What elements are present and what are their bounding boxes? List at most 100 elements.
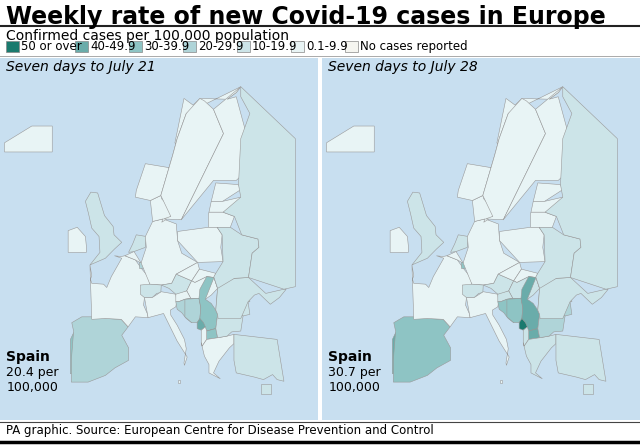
Text: No cases reported: No cases reported — [360, 40, 468, 53]
Polygon shape — [536, 227, 581, 289]
Bar — [322, 58, 640, 420]
Polygon shape — [556, 334, 606, 381]
Polygon shape — [85, 192, 122, 265]
Polygon shape — [178, 227, 223, 263]
Polygon shape — [4, 126, 52, 152]
Text: 50 or over: 50 or over — [21, 40, 82, 53]
Polygon shape — [70, 333, 85, 374]
Bar — [0, 58, 318, 420]
Polygon shape — [483, 274, 514, 294]
Polygon shape — [529, 328, 538, 333]
Polygon shape — [529, 328, 540, 340]
Polygon shape — [545, 87, 618, 289]
Polygon shape — [583, 384, 593, 394]
Polygon shape — [536, 277, 608, 319]
Polygon shape — [461, 263, 465, 268]
Polygon shape — [129, 235, 147, 252]
Polygon shape — [209, 212, 234, 227]
Polygon shape — [533, 183, 563, 201]
Polygon shape — [214, 277, 286, 319]
Polygon shape — [500, 227, 545, 263]
Polygon shape — [136, 87, 241, 201]
Bar — [237, 41, 250, 52]
Text: Seven days to July 21: Seven days to July 21 — [6, 60, 156, 74]
Polygon shape — [207, 328, 218, 340]
Polygon shape — [538, 313, 565, 338]
Polygon shape — [531, 197, 563, 212]
Bar — [6, 41, 19, 52]
Text: Seven days to July 28: Seven days to July 28 — [328, 60, 477, 74]
Polygon shape — [223, 87, 295, 289]
Polygon shape — [176, 291, 191, 302]
Text: 20.4 per
100,000: 20.4 per 100,000 — [6, 366, 59, 394]
Polygon shape — [499, 263, 522, 281]
Polygon shape — [141, 219, 198, 285]
Polygon shape — [500, 380, 502, 383]
Polygon shape — [211, 183, 241, 201]
Polygon shape — [394, 317, 451, 382]
Polygon shape — [176, 263, 200, 281]
Bar — [345, 41, 358, 52]
Text: 10-19.9: 10-19.9 — [252, 40, 298, 53]
Polygon shape — [187, 277, 218, 299]
Text: 30-39.9: 30-39.9 — [144, 40, 189, 53]
Polygon shape — [524, 334, 556, 379]
Polygon shape — [531, 212, 556, 227]
Polygon shape — [514, 269, 538, 283]
Polygon shape — [145, 292, 187, 366]
Polygon shape — [498, 291, 513, 302]
Polygon shape — [214, 227, 259, 289]
Polygon shape — [192, 269, 216, 283]
Polygon shape — [408, 192, 444, 265]
Polygon shape — [150, 195, 181, 222]
Polygon shape — [161, 99, 223, 220]
Polygon shape — [90, 256, 150, 327]
Polygon shape — [234, 277, 250, 302]
Polygon shape — [472, 195, 503, 222]
Text: Spain: Spain — [6, 350, 50, 364]
Polygon shape — [161, 274, 192, 294]
Polygon shape — [447, 252, 463, 263]
Polygon shape — [412, 256, 472, 327]
Text: PA graphic. Source: European Centre for Disease Prevention and Control: PA graphic. Source: European Centre for … — [6, 424, 434, 437]
Polygon shape — [201, 327, 207, 346]
Polygon shape — [503, 87, 572, 220]
Polygon shape — [463, 219, 520, 285]
Polygon shape — [498, 298, 523, 323]
Polygon shape — [181, 87, 250, 220]
Bar — [183, 41, 196, 52]
Text: 0.1-9.9: 0.1-9.9 — [306, 40, 348, 53]
Polygon shape — [140, 284, 161, 297]
Text: 20-29.9: 20-29.9 — [198, 40, 243, 53]
Polygon shape — [483, 99, 545, 220]
Polygon shape — [556, 277, 572, 302]
Polygon shape — [140, 263, 143, 268]
Polygon shape — [125, 252, 141, 263]
Polygon shape — [199, 277, 218, 331]
Text: 40-49.9: 40-49.9 — [90, 40, 136, 53]
Polygon shape — [216, 278, 250, 317]
Text: 30.7 per
100,000: 30.7 per 100,000 — [328, 366, 381, 394]
Polygon shape — [458, 87, 563, 201]
Polygon shape — [390, 227, 408, 252]
Polygon shape — [538, 278, 572, 317]
Bar — [75, 41, 88, 52]
Polygon shape — [209, 197, 241, 212]
Polygon shape — [521, 277, 540, 331]
Polygon shape — [216, 313, 243, 338]
Polygon shape — [261, 384, 271, 394]
Polygon shape — [451, 235, 468, 252]
Polygon shape — [176, 298, 201, 323]
Polygon shape — [519, 319, 527, 330]
Polygon shape — [326, 126, 374, 152]
Polygon shape — [392, 333, 408, 374]
Polygon shape — [507, 298, 523, 323]
Text: Spain: Spain — [328, 350, 372, 364]
Polygon shape — [207, 328, 216, 333]
Polygon shape — [178, 380, 180, 383]
Polygon shape — [68, 227, 86, 252]
Polygon shape — [234, 334, 284, 381]
Bar — [291, 41, 304, 52]
Text: Confirmed cases per 100,000 population: Confirmed cases per 100,000 population — [6, 29, 289, 43]
Polygon shape — [185, 298, 201, 323]
